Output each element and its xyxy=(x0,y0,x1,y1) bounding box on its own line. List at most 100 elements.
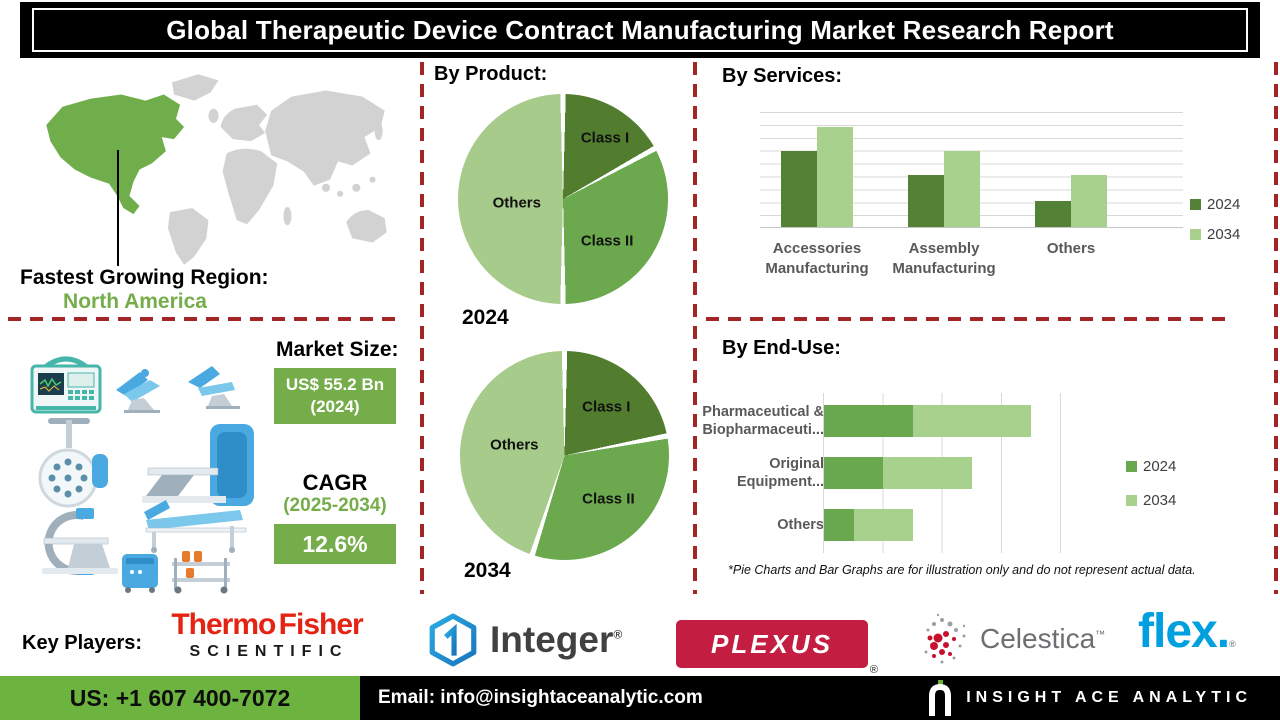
celestica-tm-mark: ™ xyxy=(1095,629,1106,641)
logo-plexus: PLEXUS ® xyxy=(676,620,878,676)
end-use-row-others xyxy=(824,509,913,541)
integer-registered-mark: ® xyxy=(613,627,623,642)
segment-others-2024 xyxy=(824,509,854,541)
logo-integer: Integer® xyxy=(428,613,622,667)
flex-dot: . xyxy=(1216,605,1230,658)
cagr-badge: 12.6% xyxy=(274,524,396,564)
celestica-wordmark: Celestica™ xyxy=(980,623,1106,654)
medical-devices-illustration xyxy=(30,356,254,594)
footer-phone-block: US: +1 607 400-7072 xyxy=(0,676,360,720)
market-size-badge: US$ 55.2 Bn (2024) xyxy=(274,368,396,424)
insight-ace-logo-icon xyxy=(929,680,952,716)
market-size-year: (2024) xyxy=(310,397,360,416)
divider-horizontal-left xyxy=(8,317,400,321)
pie-2034-label-class1: Class I xyxy=(582,398,631,416)
footer-phone: US: +1 607 400-7072 xyxy=(69,684,291,711)
legend-swatch-2024 xyxy=(1126,461,1137,472)
page-title: Global Therapeutic Device Contract Manuf… xyxy=(166,14,1114,45)
footer-email: Email: info@insightaceanalytic.com xyxy=(378,687,703,708)
by-services-heading: By Services: xyxy=(722,65,843,87)
key-players-heading: Key Players: xyxy=(22,632,143,654)
services-category-assembly: Assembly Manufacturing xyxy=(892,240,996,278)
divider-vertical-right xyxy=(693,62,697,594)
end-use-row-pharma xyxy=(824,405,1032,437)
segment-oem-2024 xyxy=(824,457,884,489)
services-category-others: Others xyxy=(1046,240,1096,257)
map-pointer-line xyxy=(117,150,119,266)
legend-item-2024: 2024 xyxy=(1126,458,1176,475)
divider-vertical-left xyxy=(420,62,424,594)
legend-label-2024: 2024 xyxy=(1207,196,1241,213)
market-size-heading: Market Size: xyxy=(276,338,399,361)
pie-2024-label-class1: Class I xyxy=(580,129,630,147)
bar-others-2034 xyxy=(1071,175,1107,227)
end-use-label-others: Others xyxy=(777,516,824,533)
pie-2034-year-label: 2034 xyxy=(464,559,511,582)
legend-item-2024: 2024 xyxy=(1190,196,1240,213)
north-america-region xyxy=(46,94,185,215)
plexus-wordmark: PLEXUS xyxy=(710,628,834,659)
bar-assembly-2034 xyxy=(944,151,980,227)
end-use-legend: 2024 2034 xyxy=(1126,458,1176,509)
cagr-heading: CAGR xyxy=(302,470,368,495)
segment-pharma-2024 xyxy=(824,405,913,437)
legend-label-2024: 2024 xyxy=(1143,458,1177,475)
by-product-heading: By Product: xyxy=(434,63,548,85)
logo-celestica: Celestica™ xyxy=(920,612,1105,666)
end-use-label-pharma: Pharmaceutical & Biopharmaceuti... xyxy=(702,403,824,438)
pie-2024-year-label: 2024 xyxy=(462,306,509,329)
end-use-bar-chart xyxy=(823,393,1061,553)
legend-item-2034: 2034 xyxy=(1126,492,1176,509)
pie-chart-2024: Class I Class II Others xyxy=(458,94,668,304)
integer-hexagon-icon xyxy=(429,613,477,667)
fastest-growing-region-heading: Fastest Growing Region: xyxy=(20,266,269,289)
world-map xyxy=(46,74,387,265)
title-bar: Global Therapeutic Device Contract Manuf… xyxy=(20,2,1260,58)
pie-chart-2034: Class I Class II Others xyxy=(460,351,669,560)
legend-swatch-2034 xyxy=(1126,495,1137,506)
thermo-fisher-wordmark: Thermo Fisher xyxy=(171,608,363,641)
pie-2024-label-others: Others xyxy=(492,194,541,212)
end-use-label-oem: Original Equipment... xyxy=(737,455,824,490)
divider-horizontal-right xyxy=(706,317,1230,321)
pie-2024-label-class2: Class II xyxy=(580,232,634,250)
legend-label-2034: 2034 xyxy=(1143,492,1177,509)
pie-2034-label-others: Others xyxy=(490,436,539,454)
bar-others-2024 xyxy=(1035,201,1071,227)
bar-group-others xyxy=(1035,175,1107,227)
bar-group-assembly xyxy=(908,151,980,227)
segment-others-2034 xyxy=(853,509,913,541)
segment-pharma-2034 xyxy=(912,405,1032,437)
legend-swatch-2024 xyxy=(1190,199,1201,210)
footer-bar: Email: info@insightaceanalytic.com INSIG… xyxy=(360,676,1280,720)
legend-swatch-2034 xyxy=(1190,229,1201,240)
footer-brand-text: INSIGHT ACE ANALYTIC xyxy=(966,689,1252,706)
fastest-growing-region-value: North America xyxy=(63,290,207,313)
bar-group-accessories xyxy=(781,126,853,227)
logo-thermo-fisher: Thermo Fisher SCIENTIFIC xyxy=(152,610,382,661)
plexus-registered-mark: ® xyxy=(869,664,878,676)
pie-2034-label-class2: Class II xyxy=(582,490,635,508)
flex-registered-mark: ® xyxy=(1229,639,1236,649)
by-end-use-heading: By End-Use: xyxy=(722,337,841,359)
thermo-scientific-wordmark: SCIENTIFIC xyxy=(189,643,349,660)
services-bar-chart xyxy=(760,112,1183,228)
bar-assembly-2024 xyxy=(908,175,944,227)
legend-item-2034: 2034 xyxy=(1190,226,1240,243)
logo-flex: flex.® xyxy=(1138,604,1236,659)
integer-wordmark: Integer® xyxy=(490,619,623,660)
bar-accessories-2034 xyxy=(817,126,853,227)
segment-oem-2034 xyxy=(883,457,973,489)
services-legend: 2024 2034 xyxy=(1190,196,1240,243)
cagr-period: (2025-2034) xyxy=(283,495,387,516)
disclaimer-footnote: *Pie Charts and Bar Graphs are for illus… xyxy=(728,563,1196,577)
services-category-accessories: Accessories Manufacturing xyxy=(765,240,869,278)
footer-brand: INSIGHT ACE ANALYTIC xyxy=(928,676,1252,720)
end-use-row-oem xyxy=(824,457,973,489)
market-size-value: US$ 55.2 Bn xyxy=(285,374,385,394)
bar-accessories-2024 xyxy=(781,151,817,227)
divider-vertical-edge xyxy=(1274,62,1278,594)
celestica-starburst-icon xyxy=(924,613,966,664)
legend-label-2034: 2034 xyxy=(1207,226,1241,243)
